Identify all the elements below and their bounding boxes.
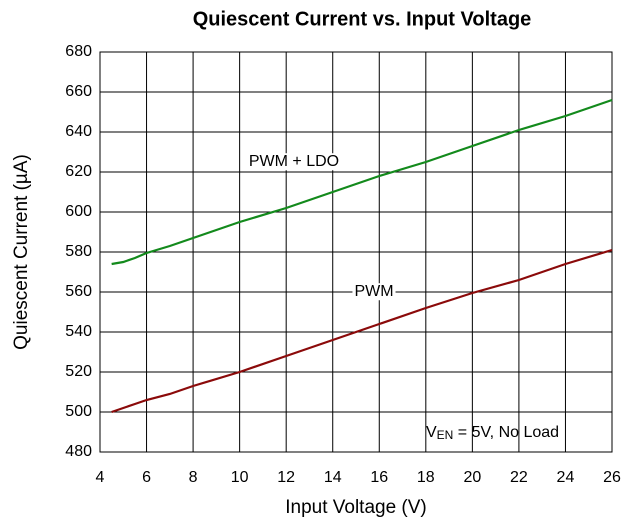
x-axis-label: Input Voltage (V) [285,497,427,518]
annotation: VEN = 5V, No Load [426,424,559,442]
x-tick-label: 12 [277,469,295,486]
x-tick-label: 22 [510,469,528,486]
x-tick-label: 4 [96,469,105,486]
x-tick-label: 6 [142,469,151,486]
y-tick-label: 660 [65,83,92,100]
y-tick-label: 540 [65,323,92,340]
series-label: PWM + LDO [249,153,339,170]
series-line [111,248,613,414]
series-line [111,98,613,266]
x-tick-label: 24 [557,469,575,486]
series-label-bg [246,153,342,171]
y-tick-label: 600 [65,203,92,220]
series-label-bg [352,283,396,301]
y-tick-label: 580 [65,243,92,260]
annotation-rest: = 5V, No Load [453,424,559,441]
y-tick-label: 620 [65,163,92,180]
x-tick-label: 8 [189,469,198,486]
x-tick-label: 14 [324,469,342,486]
annotation-sub: EN [437,428,454,442]
y-tick-label: 500 [65,403,92,420]
x-tick-label: 20 [463,469,481,486]
x-tick-label: 18 [417,469,435,486]
y-tick-label: 520 [65,363,92,380]
annotation-main: V [426,424,437,441]
y-tick-label: 680 [65,43,92,60]
chart-title: Quiescent Current vs. Input Voltage [193,8,532,30]
y-tick-label: 480 [65,443,92,460]
x-tick-label: 26 [603,469,621,486]
y-axis-label: Quiescent Current (µA) [11,154,32,350]
x-tick-label: 16 [370,469,388,486]
x-tick-label: 10 [231,469,249,486]
y-tick-label: 640 [65,123,92,140]
plot-frame [99,51,613,453]
y-tick-label: 560 [65,283,92,300]
series-label: PWM [354,283,393,300]
